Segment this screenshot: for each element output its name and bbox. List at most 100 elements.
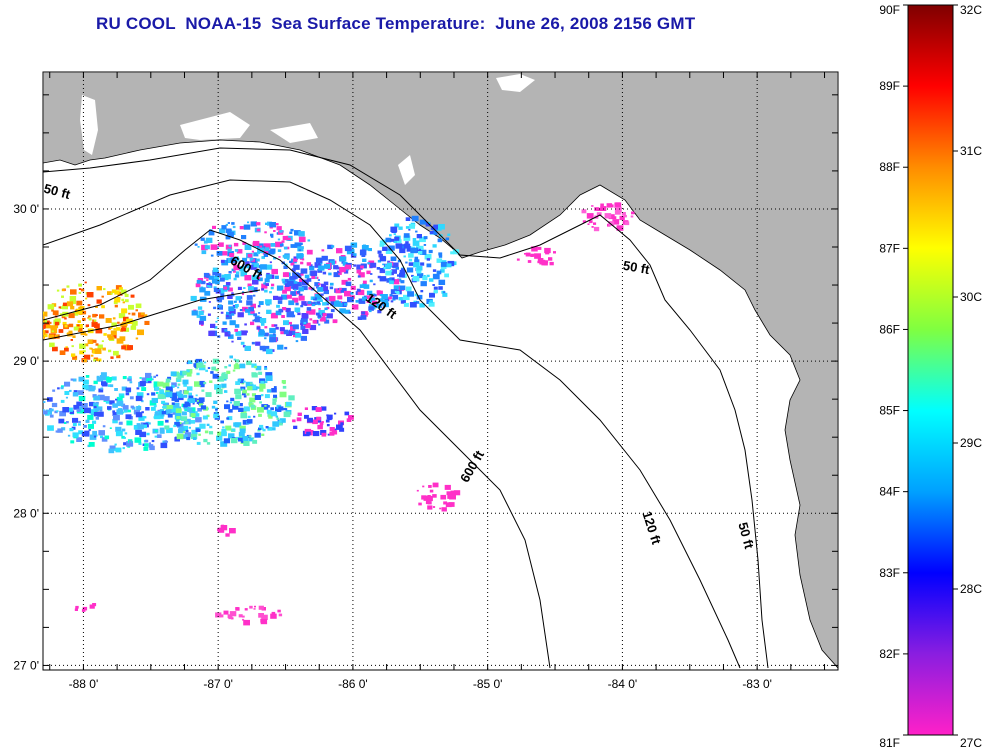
inlet-apalachicola xyxy=(398,155,415,185)
sst-pixel xyxy=(320,406,326,411)
sst-pixel xyxy=(250,303,256,309)
sst-pixel xyxy=(174,421,180,427)
sst-pixel xyxy=(549,261,554,266)
sst-pixel xyxy=(319,299,323,302)
sst-pixel xyxy=(278,420,282,423)
sst-pixel xyxy=(432,244,437,248)
sst-pixel xyxy=(242,436,249,441)
sst-pixel xyxy=(389,294,393,297)
sst-pixel xyxy=(212,270,219,276)
sst-pixel xyxy=(441,507,447,512)
sst-pixel xyxy=(401,245,404,248)
sst-pixel xyxy=(222,426,225,429)
sst-pixel xyxy=(447,233,451,236)
sst-pixel xyxy=(107,406,112,410)
sst-pixel xyxy=(70,378,74,381)
lat-tick-label: 30 0' xyxy=(13,202,39,216)
sst-pixel xyxy=(591,205,594,207)
contour-label: 50 ft xyxy=(42,181,72,203)
sst-pixel xyxy=(428,278,434,282)
map-title: RU COOL NOAA-15 Sea Surface Temperature:… xyxy=(96,14,696,33)
sst-pixel xyxy=(429,489,434,493)
sst-pixel xyxy=(437,238,443,243)
sst-pixel xyxy=(264,366,267,369)
sst-pixel xyxy=(248,435,252,438)
sst-pixel xyxy=(80,330,86,336)
sst-pixel xyxy=(269,222,276,228)
sst-pixel xyxy=(394,223,400,228)
sst-pixel xyxy=(128,440,132,443)
sst-pixel xyxy=(121,428,126,432)
sst-pixel xyxy=(250,310,255,314)
sst-pixel xyxy=(438,224,445,230)
sst-pixel xyxy=(220,293,225,297)
sst-pixel xyxy=(116,400,124,407)
sst-pixel xyxy=(324,307,328,311)
sst-pixel xyxy=(131,321,138,326)
sst-pixel xyxy=(318,265,325,271)
sst-pixel xyxy=(84,407,91,414)
sst-pixel xyxy=(251,363,257,368)
sst-pixel xyxy=(198,397,205,402)
sst-pixel xyxy=(433,286,438,290)
sst-pixel xyxy=(219,277,225,282)
sst-pixel xyxy=(218,304,222,308)
sst-pixel xyxy=(288,300,295,306)
contour-label: 50 ft xyxy=(735,521,757,551)
sst-pixel xyxy=(136,387,140,390)
sst-pixel xyxy=(45,324,51,329)
sst-pixel xyxy=(378,253,383,258)
sst-pixel xyxy=(171,385,175,388)
sst-pixel xyxy=(419,303,425,308)
sst-pixel xyxy=(244,244,252,250)
sst-pixel xyxy=(408,224,415,229)
sst-pixel xyxy=(270,233,274,237)
sst-pixel xyxy=(210,244,218,250)
sst-pixel xyxy=(316,301,320,304)
sst-pixel xyxy=(286,294,292,299)
sst-pixel xyxy=(331,430,338,435)
sst-pixel xyxy=(264,231,267,234)
sst-pixel xyxy=(155,386,160,390)
sst-pixel xyxy=(333,428,337,431)
sst-pixel xyxy=(113,328,117,331)
sst-pixel xyxy=(67,434,71,437)
sst-pixel xyxy=(281,240,285,243)
sst-pixel xyxy=(148,442,151,445)
sst-pixel xyxy=(199,287,206,293)
sst-pixel xyxy=(240,271,247,277)
sst-pixel xyxy=(377,250,382,254)
sst-pixel xyxy=(254,316,262,323)
sst-pixel xyxy=(233,358,236,361)
sst-pixel xyxy=(85,419,90,423)
sst-pixel xyxy=(348,249,355,254)
sst-pixel xyxy=(445,502,452,508)
sst-pixel xyxy=(203,240,208,244)
contour-120ft xyxy=(43,179,741,669)
sst-pixel xyxy=(223,610,229,615)
sst-pixel xyxy=(125,392,130,396)
sst-pixel xyxy=(292,419,296,423)
sst-pixel xyxy=(327,433,331,436)
sst-pixel xyxy=(199,320,204,325)
sst-pixel xyxy=(275,326,279,330)
sst-pixel xyxy=(116,396,123,402)
sst-pixel xyxy=(198,433,201,436)
sst-pixel xyxy=(211,366,216,371)
sst-pixel xyxy=(420,281,427,287)
sst-pixel xyxy=(390,238,395,242)
sst-pixel xyxy=(77,390,84,395)
sst-pixel xyxy=(270,411,278,417)
sst-pixel xyxy=(209,431,214,435)
sst-pixel xyxy=(78,420,81,423)
sst-pixel xyxy=(403,294,410,301)
sst-pixel xyxy=(74,358,77,361)
sst-pixel xyxy=(414,259,420,264)
sst-pixel xyxy=(54,334,59,338)
sst-pixel xyxy=(125,414,132,420)
sst-pixel xyxy=(330,261,335,265)
sst-pixel xyxy=(156,434,162,438)
sst-pixel xyxy=(294,307,301,313)
sst-pixel xyxy=(281,380,286,384)
sst-pixel xyxy=(324,263,331,269)
